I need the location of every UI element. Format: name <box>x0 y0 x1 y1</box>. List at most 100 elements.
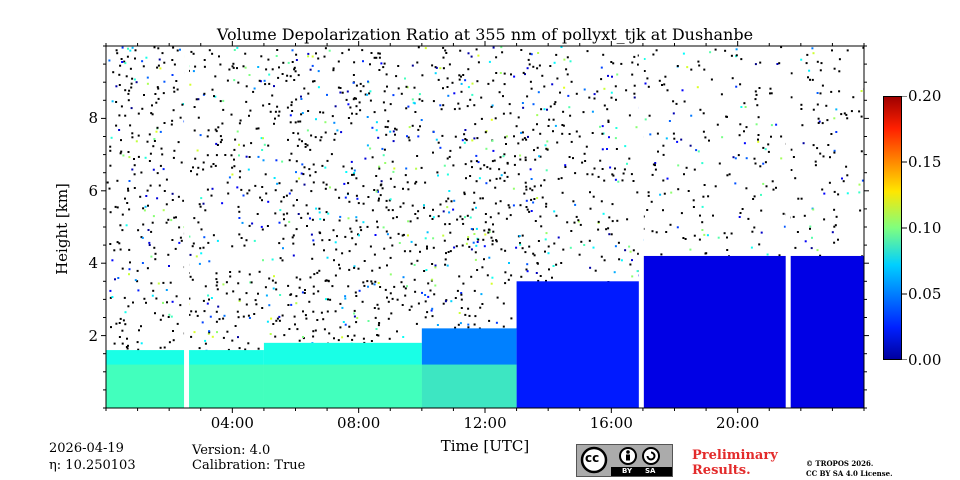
noise-speck <box>287 138 289 141</box>
noise-speck <box>426 247 428 250</box>
noise-speck <box>322 318 325 321</box>
x-tick-label: 12:00 <box>463 414 507 432</box>
noise-speck <box>485 147 488 150</box>
noise-speck <box>840 113 843 116</box>
noise-speck <box>632 249 635 252</box>
noise-speck <box>636 270 639 273</box>
noise-speck <box>242 144 245 147</box>
noise-speck <box>539 215 542 218</box>
noise-speck <box>423 204 425 207</box>
noise-speck <box>502 325 505 328</box>
noise-speck <box>210 297 213 299</box>
noise-speck <box>846 117 849 120</box>
noise-speck <box>130 82 133 85</box>
noise-speck <box>488 256 491 259</box>
noise-speck <box>668 120 671 122</box>
noise-speck <box>147 204 149 207</box>
cc-license-badge[interactable]: cc BY SA <box>576 444 673 477</box>
noise-speck <box>278 66 280 69</box>
noise-speck <box>254 184 257 187</box>
noise-speck <box>149 184 152 187</box>
noise-speck <box>484 221 487 224</box>
noise-speck <box>282 237 285 240</box>
noise-speck <box>231 173 234 176</box>
noise-speck <box>416 217 419 220</box>
noise-speck <box>416 155 419 157</box>
noise-speck <box>477 54 480 57</box>
noise-speck <box>125 75 128 78</box>
noise-speck <box>386 233 389 236</box>
noise-speck <box>450 300 453 303</box>
noise-speck <box>282 196 285 199</box>
noise-speck <box>382 154 385 157</box>
noise-speck <box>858 110 861 113</box>
noise-speck <box>271 279 274 282</box>
noise-speck <box>408 126 411 129</box>
noise-speck <box>790 96 793 99</box>
noise-speck <box>709 51 712 54</box>
noise-speck <box>384 125 387 128</box>
noise-speck <box>190 170 192 173</box>
noise-speck <box>172 86 175 89</box>
noise-speck <box>743 130 745 133</box>
noise-speck <box>450 200 453 203</box>
noise-speck <box>524 159 527 162</box>
noise-speck <box>492 79 495 82</box>
noise-speck <box>156 126 159 129</box>
noise-speck <box>602 212 605 215</box>
noise-speck <box>273 275 275 278</box>
noise-speck <box>334 274 337 277</box>
noise-speck <box>401 304 404 306</box>
noise-speck <box>631 61 634 64</box>
noise-speck <box>260 55 263 58</box>
colorbar-gradient <box>884 97 901 359</box>
noise-speck <box>647 191 650 194</box>
noise-speck <box>332 69 335 72</box>
noise-speck <box>203 236 206 239</box>
noise-speck <box>324 131 327 134</box>
noise-speck <box>495 240 498 243</box>
noise-speck <box>238 233 241 236</box>
noise-speck <box>690 114 693 117</box>
noise-speck <box>227 192 230 195</box>
noise-speck <box>519 154 522 157</box>
noise-speck <box>529 187 532 190</box>
noise-speck <box>143 209 146 212</box>
noise-speck <box>142 207 145 210</box>
noise-speck <box>552 265 555 267</box>
noise-speck <box>716 123 719 126</box>
noise-speck <box>341 336 344 339</box>
noise-speck <box>211 52 214 55</box>
noise-speck <box>843 112 846 115</box>
noise-speck <box>215 154 218 157</box>
noise-speck <box>268 103 271 105</box>
noise-speck <box>351 173 353 176</box>
noise-speck <box>211 187 214 190</box>
noise-speck <box>126 55 129 58</box>
noise-speck <box>580 240 583 243</box>
noise-speck <box>264 83 267 86</box>
noise-speck <box>551 83 554 86</box>
noise-speck <box>347 217 350 220</box>
noise-speck <box>128 89 131 92</box>
noise-speck <box>512 187 515 190</box>
noise-speck <box>288 220 291 223</box>
noise-speck <box>152 168 155 171</box>
noise-speck <box>616 73 619 76</box>
noise-speck <box>308 300 311 303</box>
noise-speck <box>470 248 473 251</box>
noise-speck <box>686 66 689 69</box>
noise-speck <box>233 158 235 161</box>
noise-speck <box>490 236 493 239</box>
noise-speck <box>339 91 342 94</box>
noise-speck <box>276 105 279 108</box>
noise-speck <box>132 301 134 304</box>
noise-speck <box>702 112 705 115</box>
noise-speck <box>373 111 376 114</box>
noise-speck <box>460 293 463 296</box>
noise-speck <box>332 229 335 232</box>
noise-speck <box>569 60 572 63</box>
noise-speck <box>389 256 392 259</box>
noise-speck <box>831 231 834 234</box>
noise-speck <box>146 76 149 79</box>
